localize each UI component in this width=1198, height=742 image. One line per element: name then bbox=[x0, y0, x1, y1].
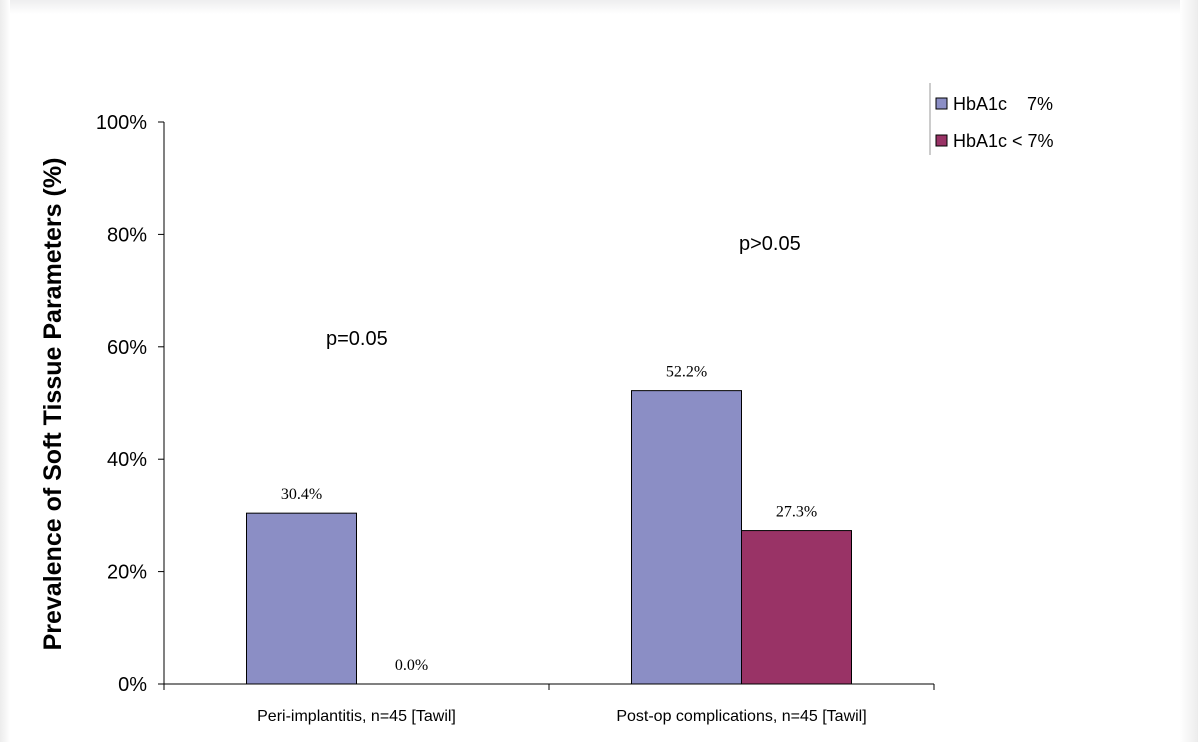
bar-value-label: 30.4% bbox=[281, 486, 322, 503]
x-category-label: Peri-implantitis, n=45 [Tawil] bbox=[257, 708, 456, 725]
y-tick-label: 100% bbox=[96, 112, 147, 134]
y-tick-label: 80% bbox=[107, 224, 147, 246]
bar-value-label: 0.0% bbox=[395, 657, 428, 674]
left-edge-shade bbox=[0, 0, 10, 742]
y-tick-label: 20% bbox=[107, 562, 147, 584]
bar bbox=[246, 512, 357, 685]
bar-value-label: 52.2% bbox=[666, 364, 707, 381]
bar-value-label: 27.3% bbox=[776, 504, 817, 521]
y-tick-label: 0% bbox=[118, 674, 147, 696]
legend-swatch-hba1c-high bbox=[935, 97, 948, 110]
x-ticks bbox=[163, 684, 935, 690]
y-ticks: 0% 20% 40% 60% 80% 100% bbox=[96, 112, 164, 696]
bar bbox=[741, 530, 852, 685]
x-category-label: Post-op complications, n=45 [Tawil] bbox=[616, 708, 866, 725]
annotation-p-peri: p=0.05 bbox=[326, 328, 388, 350]
y-tick-label: 40% bbox=[107, 449, 147, 471]
bar bbox=[631, 390, 742, 685]
bars-group bbox=[246, 390, 852, 685]
legend-label-hba1c-low: HbA1c < 7% bbox=[953, 131, 1054, 151]
legend: HbA1c 7% HbA1c < 7% bbox=[929, 83, 1054, 155]
y-tick-label: 60% bbox=[107, 337, 147, 359]
category-labels: Peri-implantitis, n=45 [Tawil] Post-op co… bbox=[257, 708, 867, 725]
annotation-p-postop: p>0.05 bbox=[739, 233, 801, 255]
y-axis-title: Prevalence of Soft Tissue Parameters (%) bbox=[39, 158, 67, 651]
legend-label-hba1c-high: HbA1c 7% bbox=[953, 94, 1053, 114]
data-labels: 30.4% 0.0% 52.2% 27.3% bbox=[281, 364, 817, 674]
right-edge-shade bbox=[1180, 0, 1198, 742]
legend-swatch-hba1c-low bbox=[935, 134, 948, 147]
